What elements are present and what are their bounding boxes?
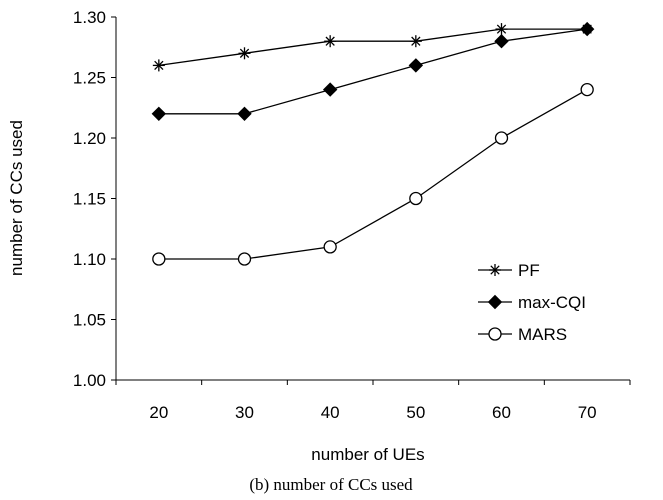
data-point-mars xyxy=(494,131,509,145)
legend-marker-max-cqi xyxy=(487,294,503,310)
series-mars xyxy=(152,82,594,266)
data-point-pf xyxy=(152,59,165,72)
data-point-mars xyxy=(152,252,166,266)
legend-label-pf: PF xyxy=(518,261,540,280)
data-point-max-cqi xyxy=(151,106,167,122)
data-point-mars xyxy=(409,191,423,206)
y-tick-label: 1.30 xyxy=(73,8,106,27)
legend-item-max-cqi: max-CQI xyxy=(478,293,586,312)
y-tick-labels: 1.00 1.05 1.10 1.15 1.20 1.25 1.30 xyxy=(73,8,106,390)
y-tick-label: 1.10 xyxy=(73,250,106,269)
data-point-pf xyxy=(238,47,251,60)
y-tick-label: 1.25 xyxy=(73,69,106,88)
data-point-mars xyxy=(580,82,594,97)
legend-label-mars: MARS xyxy=(518,325,567,344)
series-pf xyxy=(152,23,594,72)
data-point-pf xyxy=(409,35,422,48)
series-lines xyxy=(151,21,595,266)
data-point-max-cqi xyxy=(237,106,252,122)
series-line-pf xyxy=(158,28,588,67)
data-point-max-cqi xyxy=(408,58,424,73)
y-tick-label: 1.00 xyxy=(73,371,106,390)
y-tick-label: 1.20 xyxy=(73,129,106,148)
series-max-cqi xyxy=(151,21,595,122)
x-tick-label: 40 xyxy=(321,403,340,422)
x-tick-labels: 20 30 40 50 60 70 xyxy=(149,403,596,422)
data-point-pf xyxy=(495,23,508,36)
data-point-pf xyxy=(324,35,337,48)
x-tick-label: 70 xyxy=(578,403,597,422)
legend-item-mars: MARS xyxy=(478,325,567,344)
x-axis-label: number of UEs xyxy=(311,445,424,464)
y-axis-label: number of CCs used xyxy=(7,120,26,276)
figure-caption: (b) number of CCs used xyxy=(249,475,413,494)
legend-item-pf: PF xyxy=(478,261,540,280)
x-tick-label: 60 xyxy=(492,403,511,422)
x-tick-label: 20 xyxy=(149,403,168,422)
y-tick-label: 1.15 xyxy=(73,190,106,209)
data-point-max-cqi xyxy=(322,82,338,97)
data-point-max-cqi xyxy=(494,33,509,49)
x-tick-label: 50 xyxy=(406,403,425,422)
series-line-max-cqi xyxy=(158,28,588,115)
data-point-max-cqi xyxy=(579,21,595,37)
legend: PF max-CQI MARS xyxy=(478,261,586,344)
legend-marker-mars xyxy=(488,327,502,341)
data-point-mars xyxy=(237,252,252,266)
y-tick-label: 1.05 xyxy=(73,311,106,330)
axes xyxy=(111,16,631,385)
legend-label-max-cqi: max-CQI xyxy=(518,293,586,312)
x-tick-label: 30 xyxy=(235,403,254,422)
legend-marker-pf xyxy=(489,264,501,276)
data-point-mars xyxy=(323,240,337,254)
series-line-mars xyxy=(158,89,588,260)
